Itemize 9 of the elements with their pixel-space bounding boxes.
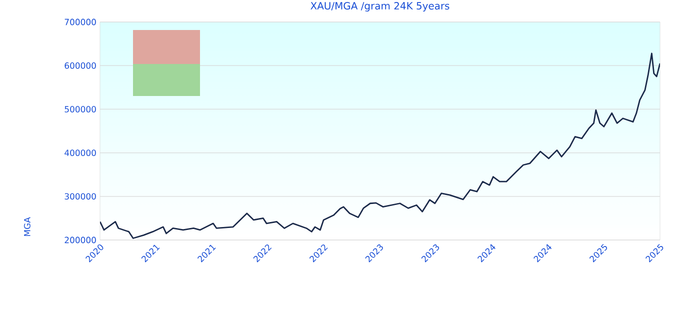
y-axis-title: MGA xyxy=(24,217,30,236)
chart-title: XAU/MGA /gram 24K 5years xyxy=(310,2,450,12)
y-tick-label: 600000 xyxy=(64,62,96,69)
y-tick-label: 200000 xyxy=(64,236,96,244)
y-tick-label: 700000 xyxy=(64,18,96,26)
y-tick-label: 300000 xyxy=(64,193,96,200)
y-tick-label: 500000 xyxy=(64,106,96,112)
y-tick-label: 400000 xyxy=(64,150,96,156)
line-series xyxy=(100,52,660,239)
